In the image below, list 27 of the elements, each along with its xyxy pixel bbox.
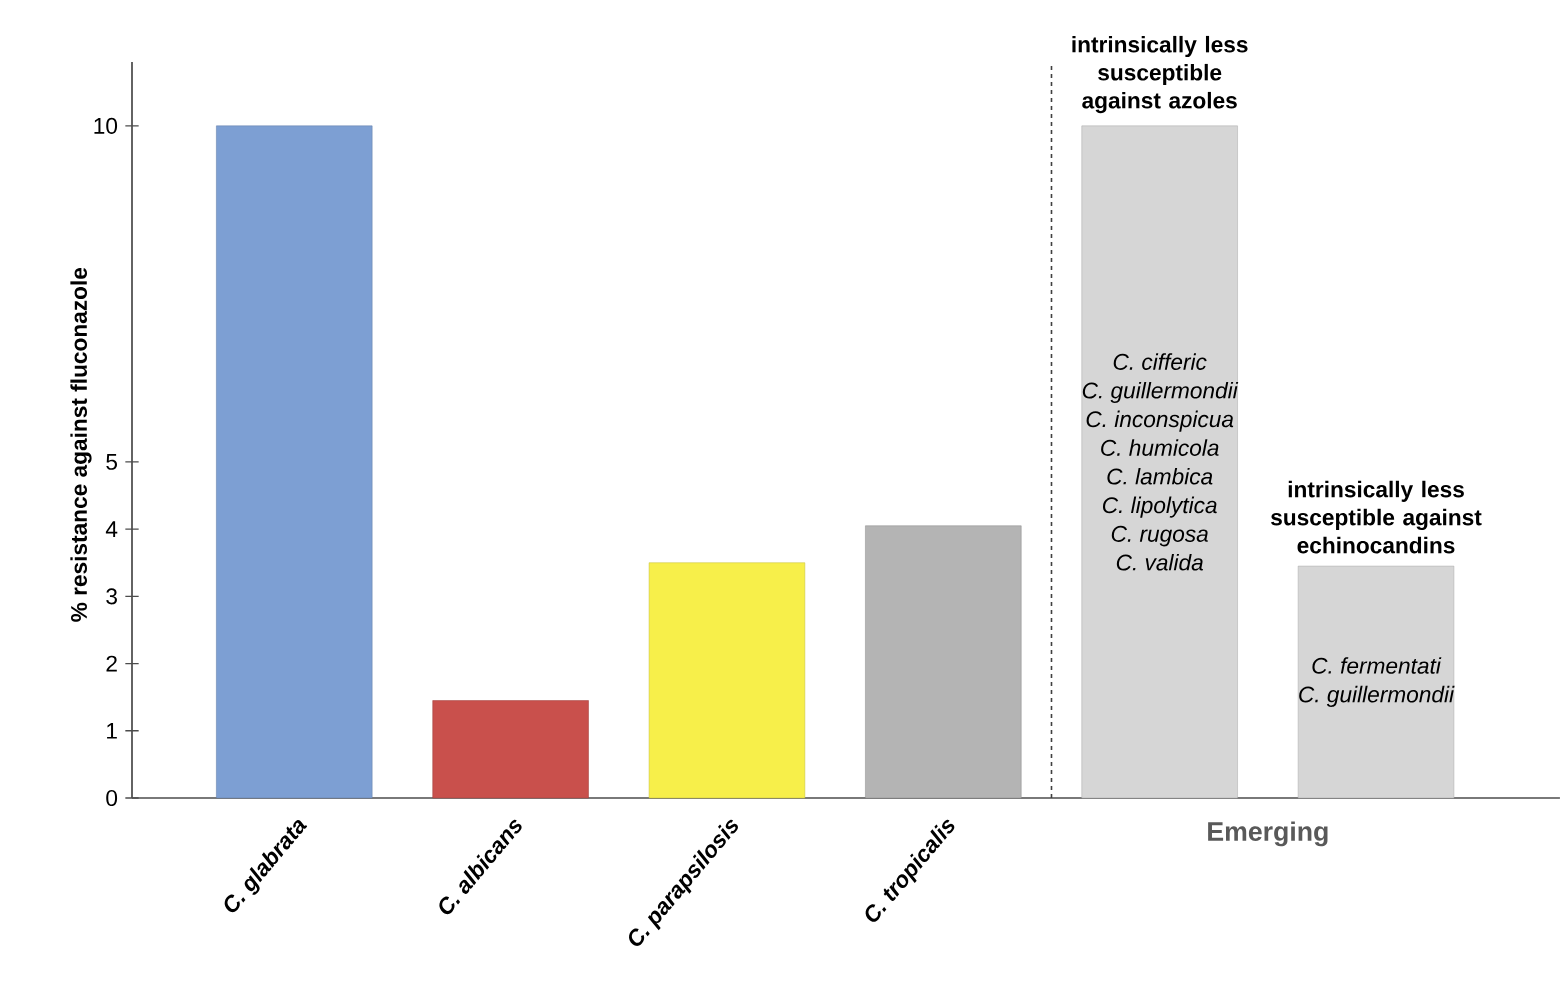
annotation: C. guillermondii [1082,381,1239,404]
y-tick-label: 0 [106,789,118,807]
y-tick-label: 2 [106,655,117,672]
y-tick-label: 4 [105,521,118,537]
y-axis-title: % resistance against fluconazole [70,267,92,622]
annotation: C. rugosa [1111,525,1209,547]
y-tick-label: 10 [94,117,118,134]
y-tick-label: 5 [106,454,117,470]
annotation: C. guillermondii [1299,685,1455,707]
bar [216,125,373,799]
annotation: C. cifferic [1113,353,1207,370]
bar [1081,125,1238,799]
annotation: C. fermentati [1312,657,1442,674]
bar [865,525,1022,799]
annotation: C. lambica [1107,467,1213,485]
bar [1297,565,1455,799]
annotation: C. lipolytica [1102,496,1217,518]
annotation: C. inconspicua [1086,410,1234,432]
x-axis-title: Emerging [1208,821,1328,847]
bar [432,700,589,799]
y-tick-label: 1 [107,722,117,739]
annotation: C. valida [1116,553,1203,571]
annotation: intrinsically less susceptible against echinocandins [1271,480,1482,554]
y-tick-label: 3 [106,588,117,605]
bar [648,562,806,799]
annotation: C. humicola [1101,439,1219,456]
annotation: intrinsically less susceptible against azoles [1072,35,1248,114]
